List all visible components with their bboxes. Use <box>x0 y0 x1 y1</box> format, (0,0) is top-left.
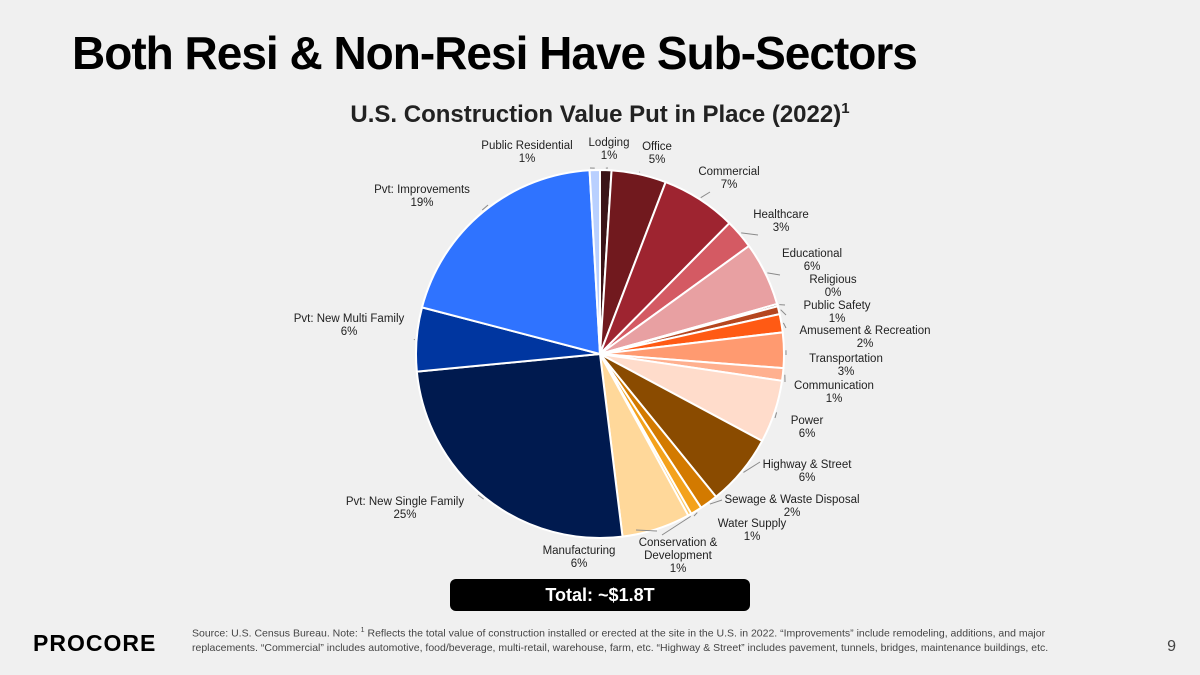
leader-line <box>774 412 778 419</box>
slice-name: Development <box>644 550 713 562</box>
slice-name: Pvt: Improvements <box>374 184 470 196</box>
slice-name: Healthcare <box>753 209 809 221</box>
slice-percent: 6% <box>571 558 588 570</box>
slice-percent: 7% <box>721 179 738 191</box>
slice-label: Pvt: New Multi Family 6% <box>294 313 405 338</box>
leader-line <box>700 191 711 199</box>
slice-label: Educational 6% <box>782 248 842 273</box>
source-prefix: Source: U.S. Census Bureau. Note: <box>192 627 361 640</box>
leader-line <box>743 461 761 473</box>
leader-line <box>767 272 781 276</box>
slice-label: Commercial 7% <box>698 166 759 191</box>
slice-name: Conservation & <box>639 537 718 549</box>
slice-percent: 6% <box>799 472 816 484</box>
leader-line <box>661 515 691 536</box>
slice-name: Highway & Street <box>763 459 853 471</box>
total-badge: Total: ~$1.8T <box>450 579 750 611</box>
leader-line <box>693 512 698 517</box>
slice-label: Power 6% <box>791 415 824 440</box>
slice-label: Religious 0% <box>809 274 857 299</box>
slice-percent: 1% <box>826 393 843 405</box>
leader-line <box>481 204 489 211</box>
slice-percent: 1% <box>601 150 618 162</box>
slice-name: Water Supply <box>718 518 787 530</box>
slice-percent: 2% <box>784 507 801 519</box>
leader-line <box>709 499 723 505</box>
slice-name: Public Safety <box>803 300 870 312</box>
slice-label: Highway & Street 6% <box>763 459 853 484</box>
slice-label: Water Supply 1% <box>718 518 787 543</box>
slice-name: Pvt: New Multi Family <box>294 313 405 325</box>
slice-percent: 1% <box>829 313 846 325</box>
slice-percent: 1% <box>670 563 687 575</box>
source-footnote-mark: 1 <box>360 627 365 634</box>
slice-name: Power <box>791 415 824 427</box>
slice-label: Public Safety 1% <box>803 300 870 325</box>
chart-title: U.S. Construction Value Put in Place (20… <box>0 100 1200 129</box>
slice-label: Manufacturing 6% <box>543 545 616 570</box>
chart-title-footnote: 1 <box>841 100 850 117</box>
slice-percent: 25% <box>393 509 416 521</box>
slice-label: Healthcare 3% <box>753 209 809 234</box>
slice-name: Amusement & Recreation <box>799 325 930 337</box>
slice-percent: 6% <box>341 326 358 338</box>
slice-name: Commercial <box>698 166 759 178</box>
slice-label: Communication 1% <box>794 380 874 405</box>
slice-name: Transportation <box>809 353 883 365</box>
slice-label: Public Residential 1% <box>481 140 572 165</box>
slice-name: Educational <box>782 248 842 260</box>
leader-line <box>741 232 759 236</box>
slice-percent: 3% <box>838 366 855 378</box>
slice-percent: 6% <box>804 261 821 273</box>
leader-line <box>477 494 484 500</box>
leader-line <box>635 529 658 532</box>
slice-name: Lodging <box>589 137 630 149</box>
slice-percent: 0% <box>825 287 842 299</box>
slice-label: Amusement & Recreation 2% <box>799 325 930 350</box>
slice-name: Public Residential <box>481 140 572 152</box>
leader-line <box>780 309 787 316</box>
chart-title-text: U.S. Construction Value Put in Place (20… <box>350 101 842 128</box>
slice-percent: 19% <box>410 197 433 209</box>
pie-slice-pvt-new-single-family <box>415 352 624 539</box>
page-number: 9 <box>1167 638 1176 655</box>
source-note: Source: U.S. Census Bureau. Note: 1 Refl… <box>192 624 1072 655</box>
slice-name: Pvt: New Single Family <box>346 496 464 508</box>
slice-label: Transportation 3% <box>809 353 883 378</box>
source-text: Reflects the total value of construction… <box>192 627 1049 654</box>
slice-percent: 1% <box>744 531 761 543</box>
pie-slice-public-residential <box>588 168 601 355</box>
slice-percent: 3% <box>773 222 790 234</box>
slice-name: Manufacturing <box>543 545 616 557</box>
slice-percent: 2% <box>857 338 874 350</box>
slice-name: Office <box>642 141 672 153</box>
slice-label: Lodging 1% <box>589 137 630 162</box>
slice-percent: 1% <box>519 153 536 165</box>
pie-slice-pvt-improvements <box>420 169 602 356</box>
procore-logo: PROCORE <box>33 630 157 656</box>
slice-percent: 5% <box>649 154 666 166</box>
leader-line <box>413 338 416 341</box>
slice-label: Office 5% <box>642 141 672 166</box>
slice-name: Communication <box>794 380 874 392</box>
slice-name: Sewage & Waste Disposal <box>724 494 859 506</box>
slice-label: Pvt: Improvements 19% <box>374 184 470 209</box>
slide-title: Both Resi & Non-Resi Have Sub-Sectors <box>72 27 918 79</box>
slice-name: Religious <box>809 274 857 286</box>
slice-label: Sewage & Waste Disposal 2% <box>724 494 859 519</box>
slice-percent: 6% <box>799 428 816 440</box>
leader-line <box>782 322 787 329</box>
slice-label: Conservation & Development 1% <box>639 537 718 575</box>
slice-label: Pvt: New Single Family 25% <box>346 496 464 521</box>
